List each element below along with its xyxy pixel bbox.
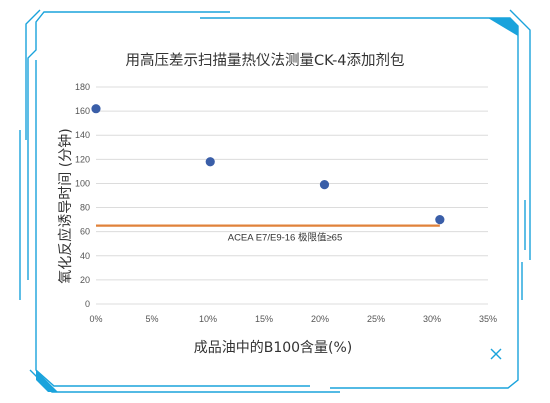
y-tick-label: 180 xyxy=(75,82,90,92)
data-points xyxy=(91,104,445,225)
x-tick-label: 20% xyxy=(311,314,329,324)
x-tick-labels: 0% 5% 10% 15% 20% 25% 30% 35% xyxy=(89,314,497,324)
y-tick-label: 100 xyxy=(75,178,90,188)
y-tick-label: 20 xyxy=(80,275,90,285)
y-tick-label: 80 xyxy=(80,203,90,213)
y-tick-label: 140 xyxy=(75,130,90,140)
x-tick-label: 15% xyxy=(255,314,273,324)
data-point xyxy=(91,104,101,114)
y-axis-label: 氧化反应诱导时间 (分钟) xyxy=(57,128,74,283)
y-tick-label: 40 xyxy=(80,251,90,261)
y-tick-label: 120 xyxy=(75,154,90,164)
data-point xyxy=(319,180,330,190)
x-tick-label: 35% xyxy=(479,314,497,324)
y-tick-label: 0 xyxy=(85,299,90,309)
x-tick-label: 25% xyxy=(367,314,385,324)
close-icon xyxy=(490,348,502,360)
x-tick-label: 30% xyxy=(423,314,441,324)
y-tick-labels: 0 20 40 60 80 100 120 140 160 180 xyxy=(75,82,90,309)
y-tick-label: 60 xyxy=(80,227,90,237)
x-tick-label: 5% xyxy=(145,314,158,324)
x-tick-label: 10% xyxy=(199,314,217,324)
frame-corner-accents xyxy=(36,18,518,392)
data-point xyxy=(205,157,215,167)
data-point xyxy=(435,215,445,225)
gridlines xyxy=(96,86,488,305)
x-tick-label: 0% xyxy=(89,314,102,324)
y-tick-label: 160 xyxy=(75,106,90,116)
limit-line-group: ACEA E7/E9-16 极限值≥65 xyxy=(96,224,440,244)
chart-title: 用高压差示扫描量热仪法测量CK-4添加剂包 xyxy=(125,52,404,69)
x-axis-label: 成品油中的B100含量(%) xyxy=(194,340,353,356)
limit-line-label: ACEA E7/E9-16 极限值≥65 xyxy=(228,232,343,244)
